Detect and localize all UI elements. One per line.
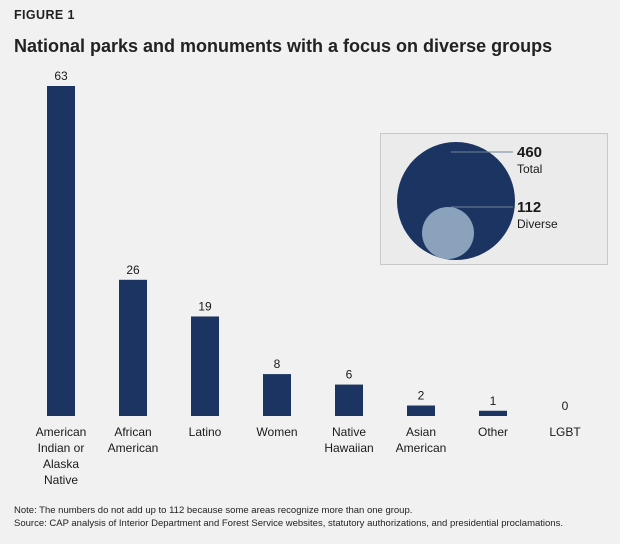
category-label-7: LGBT <box>549 425 581 439</box>
nested-circles <box>397 142 515 260</box>
bar-value-label-0: 63 <box>54 69 68 83</box>
source-note: Source: CAP analysis of Interior Departm… <box>14 518 563 529</box>
bar-2 <box>191 316 219 416</box>
category-label-5: Asian American <box>396 425 447 455</box>
bar-0 <box>47 86 75 416</box>
bar-value-label-1: 26 <box>126 263 140 277</box>
chart-title: National parks and monuments with a focu… <box>14 36 553 56</box>
bar-4 <box>335 384 363 416</box>
chart-footer: Note: The numbers do not add up to 112 b… <box>14 504 614 530</box>
total-value: 460 <box>517 144 543 161</box>
bar-value-label-5: 2 <box>418 389 425 403</box>
bar-6 <box>479 410 507 416</box>
diverse-circle <box>422 207 474 259</box>
category-label-2: Latino <box>189 425 222 439</box>
bar-value-label-6: 1 <box>490 394 497 408</box>
category-label-6: Other <box>478 425 508 439</box>
bar-3 <box>263 374 291 416</box>
bar-value-label-4: 6 <box>346 368 353 382</box>
diverse-label: 112 Diverse <box>517 200 558 232</box>
figure-eyebrow: FIGURE 1 <box>14 8 75 22</box>
bar-value-label-2: 19 <box>198 299 212 313</box>
total-vs-diverse-inset: 460 Total 112 Diverse <box>380 133 608 265</box>
bar-1 <box>119 279 147 416</box>
category-label-3: Women <box>256 425 297 439</box>
total-label: 460 Total <box>517 145 542 177</box>
diverse-value: 112 <box>517 199 542 216</box>
diverse-caption: Diverse <box>517 217 558 231</box>
category-label-1: African American <box>108 425 159 455</box>
bar-value-label-7: 0 <box>562 399 569 413</box>
category-label-0: American Indian or Alaska Native <box>36 425 87 487</box>
footnote: Note: The numbers do not add up to 112 b… <box>14 505 413 516</box>
category-label-4: Native Hawaiian <box>324 425 373 455</box>
bar-value-label-3: 8 <box>274 357 281 371</box>
total-caption: Total <box>517 162 543 176</box>
bar-5 <box>407 405 435 416</box>
